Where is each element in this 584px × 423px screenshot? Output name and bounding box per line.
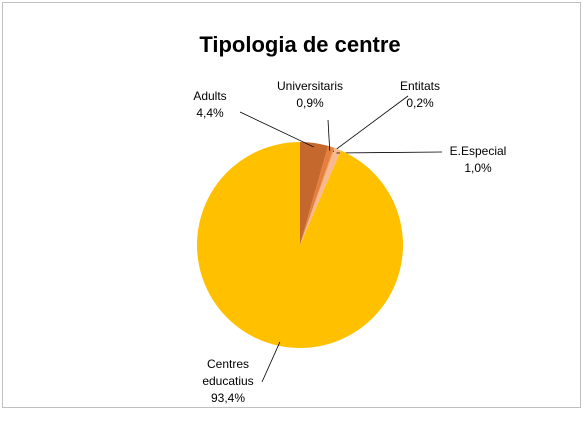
label-value: 1,0%: [464, 161, 492, 175]
pie-slice: [300, 147, 335, 245]
label-name: Centres educatius: [202, 357, 254, 388]
data-label: Adults 4,4%: [180, 88, 240, 122]
pie-slice: [300, 145, 334, 245]
pie-slice: [197, 142, 403, 348]
leader-line: [261, 341, 281, 383]
leader-line: [327, 119, 331, 151]
leader-line: [239, 111, 314, 148]
label-value: 93,4%: [210, 391, 246, 405]
label-value: 0,9%: [296, 96, 324, 110]
pie-slice: [300, 148, 341, 245]
data-label: E.Especial 1,0%: [438, 143, 518, 177]
data-label: Centres educatius 93,4%: [188, 356, 268, 407]
label-name: Entitats: [399, 79, 441, 93]
label-name: E.Especial: [449, 144, 507, 158]
label-value: 4,4%: [196, 106, 224, 120]
label-value: 0,2%: [406, 96, 434, 110]
label-name: Universitaris: [276, 79, 343, 93]
leader-line: [336, 151, 443, 154]
chart-title: Tipologia de centre: [199, 32, 400, 57]
leader-line: [332, 95, 409, 152]
data-label: Universitaris 0,9%: [265, 78, 355, 112]
data-label: Entitats 0,2%: [390, 78, 450, 112]
pie-slice: [300, 142, 329, 245]
label-name: Adults: [193, 89, 227, 103]
